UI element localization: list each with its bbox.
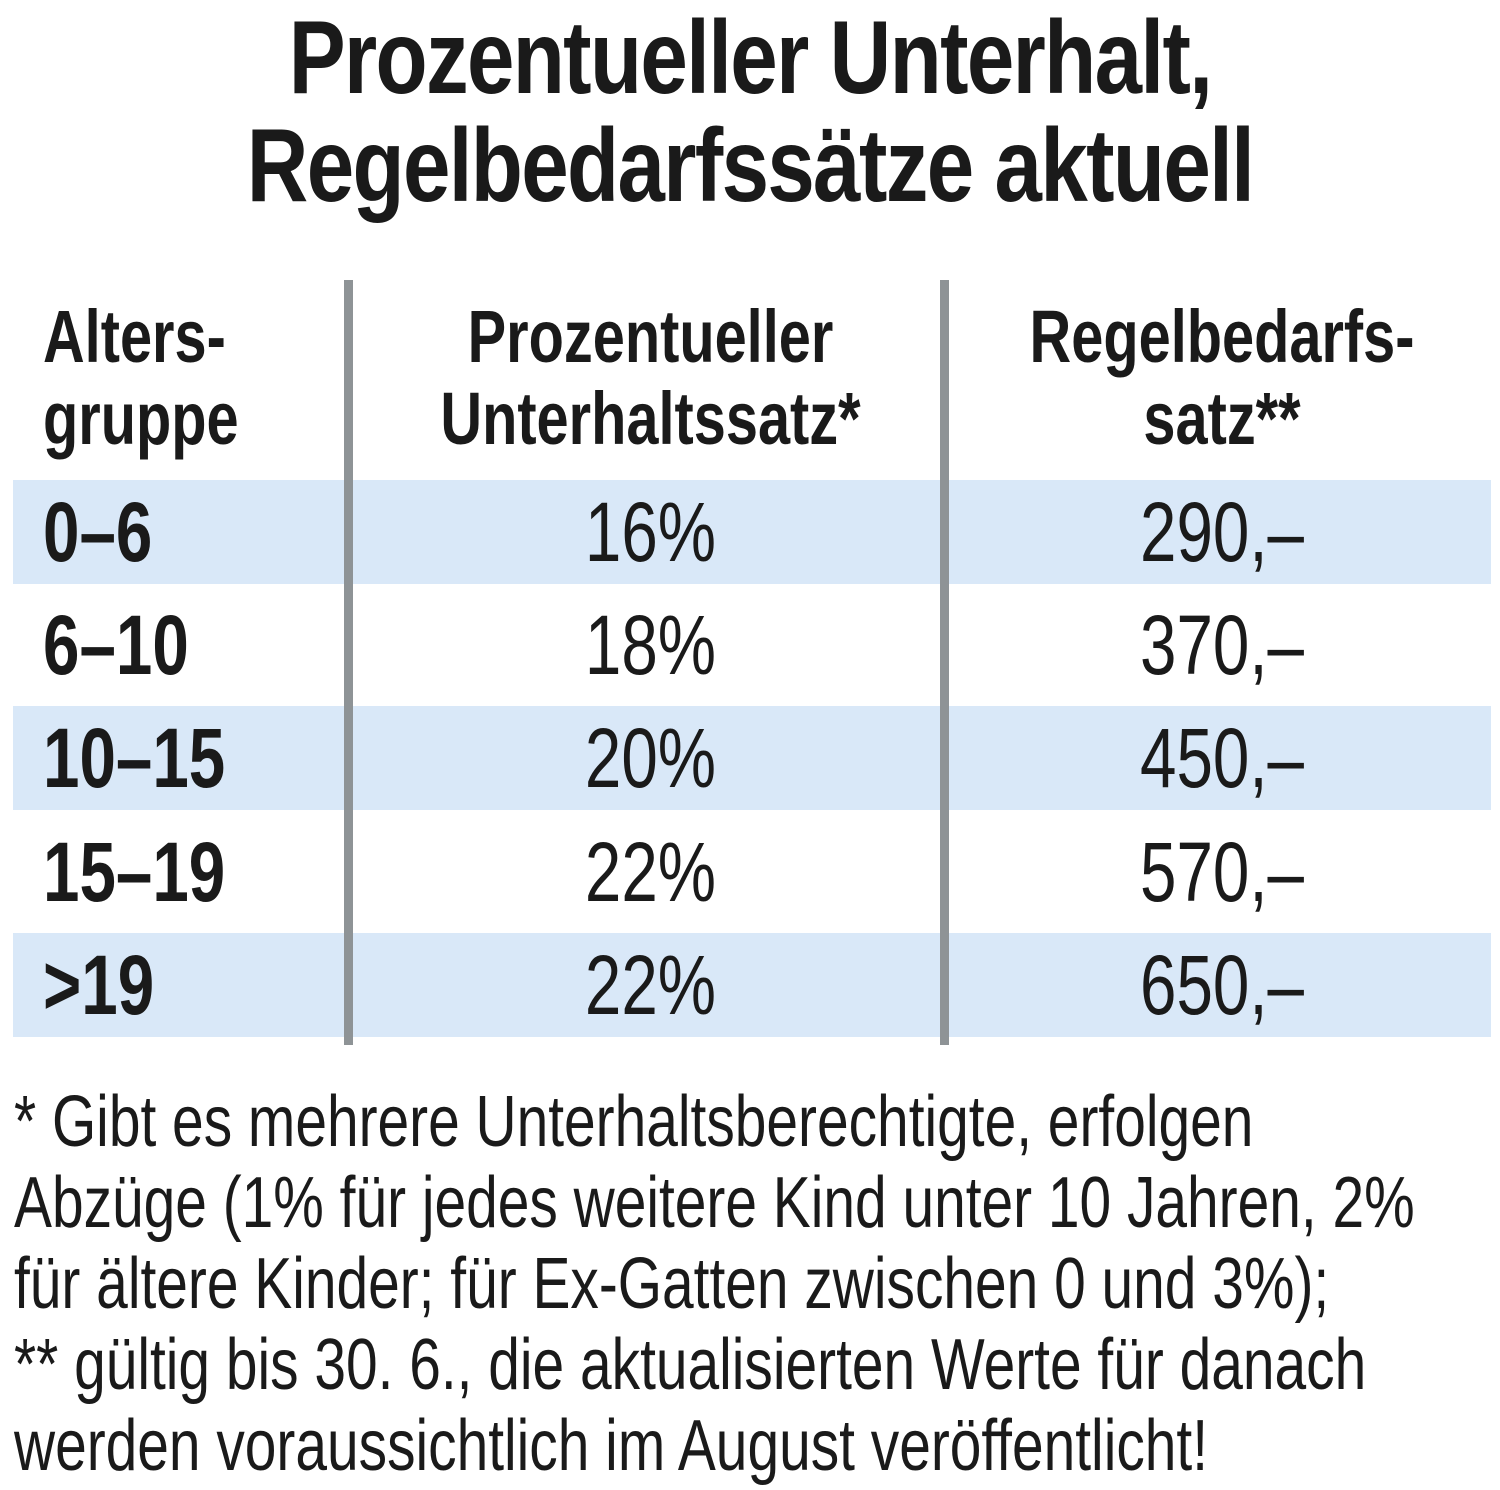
column-header-age-group-line-2: gruppe <box>43 377 239 460</box>
percentage-cell: 22% <box>584 825 717 919</box>
footnote-line: ** gültig bis 30. 6., die aktualisierten… <box>14 1325 1367 1405</box>
footnote-line: Abzüge (1% für jedes weitere Kind unter … <box>14 1163 1415 1243</box>
footnote-line: werden voraussichtlich im August veröffe… <box>14 1406 1209 1486</box>
column-header-standard-rate: Regelbedarfs- satz** <box>1012 280 1432 494</box>
standard-rate-cell: 290,– <box>1140 485 1304 579</box>
age-group-cell: >19 <box>43 938 155 1032</box>
standard-rate-cell: 650,– <box>1140 938 1304 1032</box>
column-header-age-group-line-1: Alters- <box>43 295 226 378</box>
title-line-1: Prozentueller Unterhalt, <box>288 0 1213 116</box>
column-header-standard-rate-line-1: Regelbedarfs- <box>1029 295 1415 378</box>
page-title: Prozentueller Unterhalt, Regelbedarfssät… <box>135 4 1365 220</box>
column-header-age-group: Alters- gruppe <box>43 280 277 494</box>
age-group-cell: 15–19 <box>43 825 226 919</box>
column-divider <box>940 280 949 1045</box>
percentage-cell: 16% <box>584 485 717 579</box>
maintenance-table: Alters- gruppe Prozentueller Unterhaltss… <box>13 280 1491 1045</box>
percentage-cell: 22% <box>584 938 717 1032</box>
footnote-line: für ältere Kinder; für Ex-Gatten zwische… <box>14 1244 1330 1324</box>
title-line-2: Regelbedarfssätze aktuell <box>246 108 1255 224</box>
column-header-percentage: Prozentueller Unterhaltssatz* <box>422 280 878 494</box>
footnote-line: * Gibt es mehrere Unterhaltsberechtigte,… <box>14 1082 1254 1162</box>
table-row: 15–19 22% 570,– <box>13 820 1491 924</box>
age-group-cell: 6–10 <box>43 598 189 692</box>
age-group-cell: 0–6 <box>43 485 153 579</box>
age-group-cell: 10–15 <box>43 711 226 805</box>
standard-rate-cell: 450,– <box>1140 711 1304 805</box>
column-header-percentage-line-2: Unterhaltssatz* <box>440 377 861 460</box>
column-header-standard-rate-line-2: satz** <box>1143 377 1301 460</box>
column-header-percentage-line-1: Prozentueller <box>467 295 834 378</box>
column-divider <box>344 280 353 1045</box>
standard-rate-cell: 570,– <box>1140 825 1304 919</box>
footnotes: * Gibt es mehrere Unterhaltsberechtigte,… <box>14 1082 1415 1487</box>
percentage-cell: 20% <box>584 711 717 805</box>
standard-rate-cell: 370,– <box>1140 598 1304 692</box>
percentage-cell: 18% <box>584 598 717 692</box>
table-row: 6–10 18% 370,– <box>13 593 1491 697</box>
table-row: >19 22% 650,– <box>13 933 1491 1037</box>
table-header-row: Alters- gruppe Prozentueller Unterhaltss… <box>13 280 1491 478</box>
table-row: 10–15 20% 450,– <box>13 706 1491 810</box>
table-row: 0–6 16% 290,– <box>13 480 1491 584</box>
